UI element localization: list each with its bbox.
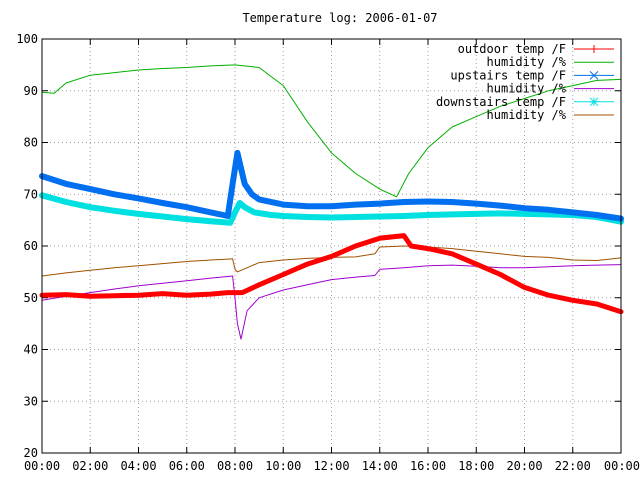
series-line-5 bbox=[41, 245, 622, 277]
legend-label: downstairs temp /F bbox=[436, 95, 566, 109]
x-tick-label: 04:00 bbox=[120, 459, 156, 473]
x-tick-label: 00:00 bbox=[24, 459, 60, 473]
legend-marker bbox=[589, 71, 599, 80]
y-tick-label: 30 bbox=[24, 394, 38, 408]
x-tick-label: 12:00 bbox=[313, 459, 349, 473]
x-tick-label: 20:00 bbox=[506, 459, 542, 473]
grid bbox=[42, 39, 621, 453]
series-lines bbox=[39, 64, 624, 340]
x-tick-label: 02:00 bbox=[72, 459, 108, 473]
series-line-2 bbox=[39, 149, 624, 222]
x-tick-label: 16:00 bbox=[410, 459, 446, 473]
x-tick-label: 06:00 bbox=[169, 459, 205, 473]
chart-title: Temperature log: 2006-01-07 bbox=[242, 11, 437, 25]
series-line-3 bbox=[41, 264, 622, 340]
legend-label: outdoor temp /F bbox=[458, 42, 566, 56]
y-tick-label: 50 bbox=[24, 291, 38, 305]
y-tick-label: 80 bbox=[24, 136, 38, 150]
x-tick-label: 00:00 bbox=[604, 459, 640, 473]
series-line-1 bbox=[41, 64, 622, 198]
y-tick-label: 20 bbox=[24, 446, 38, 460]
series-line-0 bbox=[39, 233, 624, 315]
y-tick-label: 60 bbox=[24, 239, 38, 253]
x-tick-label: 22:00 bbox=[555, 459, 591, 473]
legend-label: humidity /% bbox=[487, 108, 567, 122]
legend-marker bbox=[589, 97, 599, 107]
plot-frame bbox=[41, 38, 622, 454]
x-tick-label: 18:00 bbox=[458, 459, 494, 473]
y-tick-label: 70 bbox=[24, 187, 38, 201]
x-tick-label: 14:00 bbox=[362, 459, 398, 473]
series-line-4 bbox=[39, 192, 624, 226]
legend-label: humidity /% bbox=[487, 82, 567, 96]
legend-label: humidity /% bbox=[487, 55, 567, 69]
y-tick-label: 90 bbox=[24, 84, 38, 98]
y-tick-label: 100 bbox=[16, 32, 38, 46]
axis-ticks: 20 30 40 50 60 70 80 90 100 00:00 02:00 04:00 06:00 0… bbox=[16, 32, 640, 473]
x-tick-label: 08:00 bbox=[217, 459, 253, 473]
y-tick-label: 40 bbox=[24, 343, 38, 357]
legend-label: upstairs temp /F bbox=[450, 68, 566, 82]
x-tick-label: 10:00 bbox=[265, 459, 301, 473]
